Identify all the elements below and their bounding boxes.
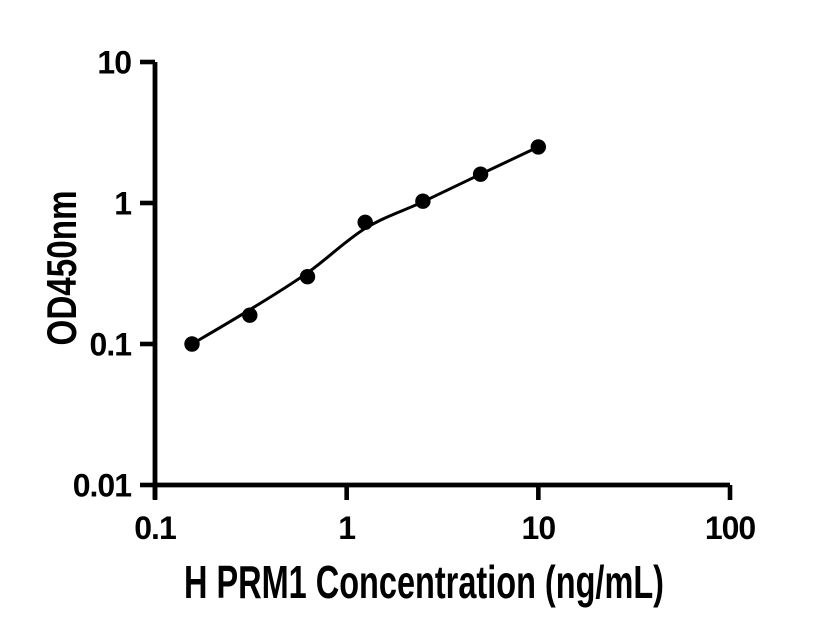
y-tick-label-10: 10 (97, 45, 131, 81)
y-tick-label-0.01: 0.01 (73, 468, 131, 504)
y-tick-label-1: 1 (114, 186, 131, 222)
data-point (299, 269, 316, 285)
y-tick-label-0.1: 0.1 (90, 327, 132, 363)
plot-axes (140, 59, 733, 500)
x-axis-title: H PRM1 Concentration (ng/mL) (184, 556, 664, 608)
data-point (242, 307, 258, 323)
data-point (530, 139, 546, 155)
y-axis-title: OD450nm (38, 191, 85, 346)
data-points-group (184, 139, 546, 352)
data-point (472, 166, 489, 182)
x-tick-label-10: 10 (522, 510, 556, 546)
data-point (357, 214, 373, 230)
x-tick-label-1: 1 (338, 510, 355, 546)
x-tick-label-100: 100 (705, 510, 756, 546)
data-point (415, 193, 431, 209)
x-tick-label-0.1: 0.1 (134, 510, 176, 546)
data-point (184, 336, 200, 352)
